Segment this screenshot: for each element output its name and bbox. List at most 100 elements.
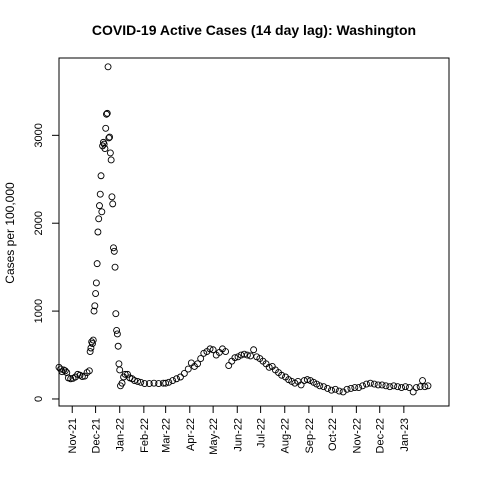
data-point xyxy=(366,379,374,387)
data-point xyxy=(67,375,75,383)
data-point xyxy=(169,377,177,384)
data-point xyxy=(159,379,167,387)
data-point xyxy=(320,383,328,391)
data-point xyxy=(324,384,332,392)
data-point xyxy=(106,133,114,141)
data-point xyxy=(165,378,173,386)
data-point xyxy=(382,382,390,390)
data-point xyxy=(390,382,398,390)
x-tick-label: Dec-22 xyxy=(375,418,387,453)
data-point xyxy=(419,377,426,384)
data-point xyxy=(416,383,424,391)
data-point xyxy=(137,378,145,386)
x-tick-label: Aug-22 xyxy=(280,418,292,453)
data-point xyxy=(81,372,89,380)
y-tick-label: 1000 xyxy=(33,299,45,323)
data-point xyxy=(155,380,163,388)
y-axis-label: Cases per 100,000 xyxy=(3,182,17,284)
data-point xyxy=(359,382,367,390)
data-point xyxy=(351,384,359,391)
data-point xyxy=(243,351,251,359)
data-point xyxy=(92,290,100,297)
data-point xyxy=(405,384,413,391)
data-point xyxy=(100,140,108,148)
data-point xyxy=(343,385,351,393)
data-point xyxy=(134,377,142,385)
data-point xyxy=(316,382,324,390)
data-point xyxy=(101,145,109,152)
data-point xyxy=(110,244,117,252)
data-point xyxy=(278,371,286,379)
data-point xyxy=(96,202,103,210)
data-point xyxy=(112,310,120,318)
data-point xyxy=(194,360,202,368)
data-point xyxy=(231,354,239,362)
data-point xyxy=(424,382,432,390)
data-point xyxy=(86,348,94,355)
y-axis: 0 1000 2000 3000 xyxy=(33,123,59,402)
data-point xyxy=(250,346,258,354)
data-point xyxy=(116,366,124,374)
data-point xyxy=(113,330,121,338)
data-point xyxy=(328,386,335,394)
data-point xyxy=(412,384,420,391)
data-point xyxy=(102,124,110,132)
data-point xyxy=(91,302,99,310)
data-point xyxy=(209,346,217,354)
data-point xyxy=(106,149,114,157)
data-point xyxy=(121,370,129,378)
x-tick-label: May-22 xyxy=(208,418,220,455)
data-point xyxy=(370,380,378,388)
data-point xyxy=(173,375,180,383)
data-point xyxy=(401,383,409,391)
data-point xyxy=(118,379,126,387)
data-point xyxy=(85,367,93,375)
plot-frame xyxy=(58,57,450,407)
data-point xyxy=(105,134,113,142)
data-point xyxy=(394,383,402,391)
x-tick-label: Jul-22 xyxy=(256,418,268,448)
data-point xyxy=(95,215,103,223)
data-point xyxy=(150,379,158,387)
data-point xyxy=(89,340,96,348)
chart-title: COVID-19 Active Cases (14 day lag): Wash… xyxy=(92,22,416,38)
data-point xyxy=(83,369,91,377)
data-point xyxy=(206,345,214,353)
data-point xyxy=(145,380,153,388)
data-point xyxy=(93,260,101,268)
data-point xyxy=(109,200,117,208)
data-point xyxy=(103,110,110,118)
data-point xyxy=(104,63,112,71)
data-point xyxy=(303,376,311,384)
data-point xyxy=(176,373,184,381)
x-tick-label: Nov-21 xyxy=(67,418,79,453)
data-point xyxy=(131,377,138,384)
y-tick-label: 3000 xyxy=(33,123,45,147)
data-point xyxy=(103,109,111,117)
data-point xyxy=(128,375,136,383)
data-point xyxy=(92,279,100,287)
x-tick-label: Nov-22 xyxy=(351,418,363,453)
data-point xyxy=(94,228,102,236)
data-point xyxy=(98,208,106,216)
x-tick-label: Apr-22 xyxy=(185,418,197,451)
y-tick-label: 2000 xyxy=(33,211,45,235)
data-point xyxy=(409,388,417,396)
x-tick-label: Feb-22 xyxy=(139,418,151,453)
data-point xyxy=(225,362,233,370)
data-point xyxy=(162,379,170,387)
data-point xyxy=(108,193,116,201)
data-point xyxy=(240,350,248,358)
data-point xyxy=(363,380,370,388)
data-point xyxy=(78,373,86,381)
data-point xyxy=(90,307,98,315)
data-point xyxy=(97,172,105,180)
data-point xyxy=(114,342,122,350)
data-point xyxy=(180,370,188,377)
data-point xyxy=(184,365,192,373)
data-point xyxy=(374,381,382,389)
data-point xyxy=(398,384,405,391)
data-points xyxy=(55,63,432,396)
x-tick-label: Dec-21 xyxy=(91,418,103,453)
